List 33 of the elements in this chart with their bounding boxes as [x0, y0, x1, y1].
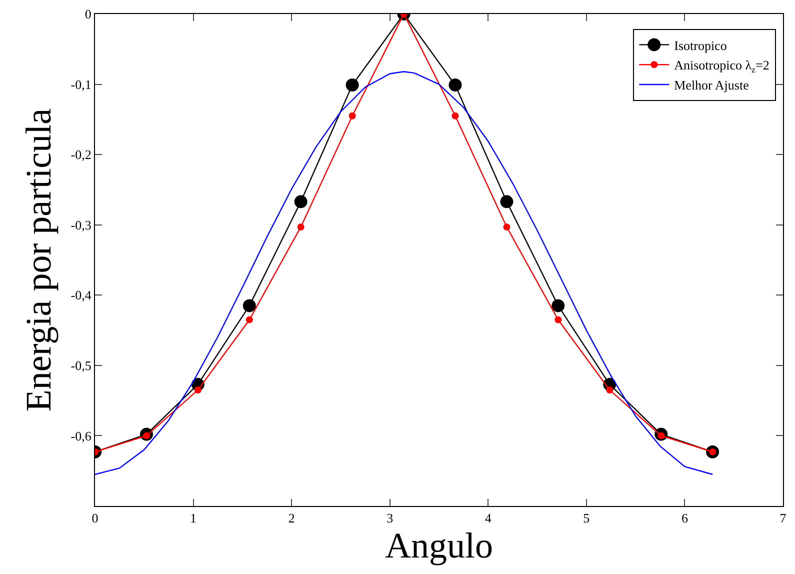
- x-tick-label: 1: [190, 510, 197, 526]
- legend-label: Anisotropico λ$_{z}$=2: [674, 58, 770, 74]
- x-tick-label: 4: [484, 510, 492, 526]
- point: [346, 78, 359, 92]
- x-tick-label: 3: [386, 510, 394, 526]
- point: [503, 223, 510, 230]
- point: [448, 78, 462, 92]
- point: [294, 195, 308, 208]
- x-axis-title: Angulo: [385, 526, 493, 566]
- legend-label: Melhor Ajuste: [674, 78, 750, 93]
- y-tick-label: -0,3: [70, 217, 92, 232]
- point: [452, 112, 459, 120]
- x-tick-label: 6: [681, 510, 688, 526]
- point: [500, 195, 514, 208]
- point: [552, 299, 565, 312]
- y-tick-label: -0,1: [70, 76, 92, 92]
- y-tick-label: 0: [84, 6, 92, 22]
- x-tick-label: 2: [288, 510, 295, 526]
- x-tick-label: 5: [583, 510, 590, 526]
- y-tick-label: -0,4: [70, 288, 92, 303]
- y-tick-label: -0,2: [70, 147, 92, 162]
- point: [242, 299, 256, 312]
- y-tick-label: -0,5: [70, 358, 92, 373]
- point: [554, 316, 562, 324]
- point: [606, 386, 614, 394]
- point: [194, 386, 202, 394]
- point: [297, 223, 304, 230]
- point: [348, 112, 356, 120]
- y-axis-title: Energia por particula: [18, 108, 59, 412]
- point: [246, 316, 253, 324]
- y-tick-label: -0,6: [70, 428, 92, 444]
- legend-label: Isotropico: [674, 38, 727, 53]
- x-tick-label: 7: [780, 510, 787, 526]
